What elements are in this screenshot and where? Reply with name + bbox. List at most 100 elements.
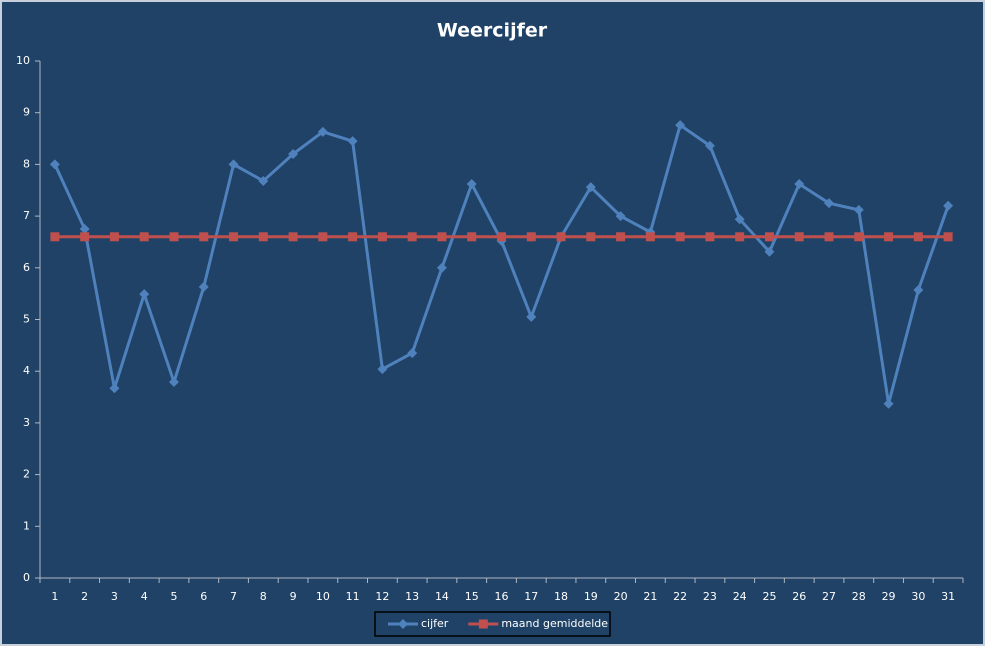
marker [347, 136, 358, 147]
marker [616, 232, 626, 242]
chart-title: Weercijfer [437, 20, 548, 42]
marker [79, 224, 90, 235]
x-tick-label: 12 [375, 590, 389, 603]
x-tick-label: 28 [852, 590, 866, 603]
marker [398, 619, 408, 629]
marker [466, 179, 477, 190]
marker [675, 120, 686, 131]
x-tick-label: 17 [524, 590, 538, 603]
marker [436, 262, 447, 273]
marker [645, 232, 655, 242]
x-tick-label: 31 [941, 590, 955, 603]
marker [586, 232, 596, 242]
x-tick-label: 25 [762, 590, 776, 603]
x-tick-label: 6 [200, 590, 207, 603]
marker [228, 159, 239, 170]
marker [913, 285, 924, 296]
marker [318, 232, 328, 242]
x-tick-label: 29 [882, 590, 896, 603]
x-tick-label: 11 [346, 590, 360, 603]
marker [258, 232, 268, 242]
y-tick-label: 6 [23, 261, 30, 274]
x-tick-label: 9 [290, 590, 297, 603]
marker [913, 232, 923, 242]
marker [467, 232, 477, 242]
marker [288, 232, 298, 242]
marker [884, 232, 894, 242]
x-tick-label: 16 [495, 590, 509, 603]
y-tick-label: 2 [23, 468, 30, 481]
legend-label: maand gemiddelde [501, 617, 608, 630]
y-tick-label: 5 [23, 313, 30, 326]
marker [377, 364, 388, 375]
marker [258, 175, 269, 186]
marker [437, 232, 447, 242]
x-tick-label: 23 [703, 590, 717, 603]
marker [526, 232, 536, 242]
y-tick-label: 9 [23, 106, 30, 119]
marker [288, 149, 299, 160]
x-tick-label: 4 [141, 590, 148, 603]
marker [675, 232, 685, 242]
marker [794, 179, 805, 190]
marker [49, 159, 60, 170]
marker [109, 232, 119, 242]
x-tick-label: 8 [260, 590, 267, 603]
x-tick-label: 26 [792, 590, 806, 603]
marker [705, 232, 715, 242]
marker [734, 214, 745, 225]
marker [407, 348, 418, 359]
marker [585, 182, 596, 193]
y-tick-label: 8 [23, 157, 30, 170]
marker [50, 232, 60, 242]
marker [407, 232, 417, 242]
x-tick-label: 5 [170, 590, 177, 603]
marker [80, 232, 90, 242]
y-tick-label: 0 [23, 571, 30, 584]
x-tick-label: 21 [643, 590, 657, 603]
x-tick-label: 24 [733, 590, 747, 603]
marker [943, 200, 954, 211]
marker [824, 232, 834, 242]
x-tick-label: 2 [81, 590, 88, 603]
marker [198, 281, 209, 292]
x-tick-label: 27 [822, 590, 836, 603]
x-tick-label: 13 [405, 590, 419, 603]
marker [704, 140, 715, 151]
x-tick-label: 7 [230, 590, 237, 603]
marker [764, 246, 775, 257]
x-tick-label: 19 [584, 590, 598, 603]
marker [824, 198, 835, 209]
x-tick-label: 22 [673, 590, 687, 603]
marker [794, 232, 804, 242]
x-tick-label: 10 [316, 590, 330, 603]
marker [199, 232, 209, 242]
x-tick-label: 15 [465, 590, 479, 603]
x-tick-label: 3 [111, 590, 118, 603]
y-tick-label: 4 [23, 364, 30, 377]
marker [109, 383, 120, 394]
x-tick-label: 30 [911, 590, 925, 603]
marker [883, 398, 894, 409]
marker [497, 232, 506, 242]
marker [139, 232, 149, 242]
marker [229, 232, 239, 242]
marker [764, 232, 774, 242]
marker [317, 126, 328, 137]
marker [854, 232, 864, 242]
marker [853, 204, 864, 215]
marker [943, 232, 953, 242]
marker [735, 232, 745, 242]
x-tick-label: 20 [614, 590, 628, 603]
marker [139, 289, 150, 300]
y-tick-label: 3 [23, 416, 30, 429]
marker [168, 377, 179, 388]
marker [615, 211, 626, 222]
marker [169, 232, 179, 242]
y-tick-label: 7 [23, 209, 30, 222]
x-tick-label: 18 [554, 590, 568, 603]
y-tick-label: 10 [16, 54, 30, 67]
marker [556, 232, 566, 242]
